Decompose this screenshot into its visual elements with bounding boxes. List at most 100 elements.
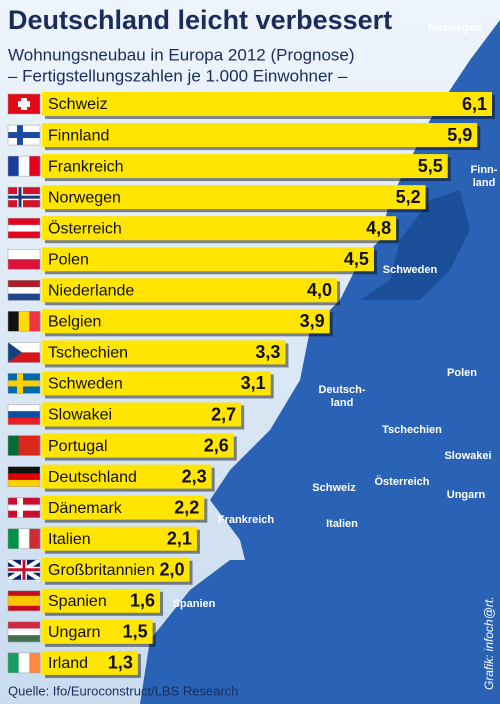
value-label: 3,9 — [300, 311, 325, 331]
map-label: Slowakei — [444, 450, 491, 462]
value-label: 3,3 — [255, 342, 280, 362]
map-sea — [360, 190, 470, 300]
bar — [42, 619, 153, 644]
map-label: Italien — [326, 518, 358, 530]
map-label: Spanien — [173, 598, 216, 610]
chart-subtitle: – Fertigstellungszahlen je 1.000 Einwohn… — [8, 66, 348, 85]
flag — [7, 621, 41, 643]
flag — [7, 217, 41, 239]
flag-part — [8, 504, 40, 511]
flag-border — [7, 124, 41, 146]
flag-part — [8, 352, 40, 363]
flag-part — [8, 605, 40, 612]
category-label: Deutschland — [48, 469, 137, 486]
flag-part — [18, 156, 30, 177]
flag-part — [8, 342, 40, 353]
value-label: 2,3 — [182, 466, 207, 486]
category-label: Niederlande — [48, 283, 134, 300]
flag-part — [8, 195, 40, 199]
flag-part — [8, 635, 40, 643]
map-land — [140, 560, 330, 704]
bar — [42, 433, 234, 458]
flag-border — [7, 186, 41, 208]
flag-border — [7, 497, 41, 518]
bar — [42, 278, 338, 303]
chart-subtitle: Wohnungsneubau in Europa 2012 (Prognose) — [8, 45, 355, 64]
flag — [7, 590, 41, 612]
bar — [42, 92, 492, 116]
flag-border — [7, 217, 41, 239]
map-label: Norwegen — [428, 22, 481, 34]
flag — [6, 558, 42, 582]
flag — [7, 155, 41, 177]
flag-part — [8, 411, 40, 419]
flag-part — [8, 568, 40, 572]
flag-part — [8, 652, 19, 673]
map-label: Finn-land — [471, 164, 498, 189]
bar — [42, 464, 212, 489]
bar — [42, 154, 448, 179]
flag-part — [18, 528, 30, 549]
value-label: 4,5 — [344, 249, 369, 269]
flag-part — [8, 218, 40, 226]
value-label: 2,7 — [211, 404, 236, 424]
category-label: Frankreich — [48, 158, 124, 175]
bar — [42, 216, 397, 241]
credit: Grafik: infoch@rt. — [482, 596, 496, 690]
category-label: Österreich — [48, 219, 122, 237]
flag — [7, 280, 41, 301]
bar — [42, 247, 374, 272]
flag-part — [8, 249, 40, 260]
bar — [42, 371, 271, 396]
category-label: Portugal — [48, 438, 108, 455]
flag — [7, 124, 41, 146]
value-label: 2,0 — [160, 560, 185, 580]
flag-part — [8, 600, 40, 607]
bar — [42, 650, 138, 675]
flag-part — [8, 404, 40, 412]
value-label: 2,1 — [167, 528, 192, 548]
map-label: Polen — [447, 367, 477, 379]
category-label: Irland — [48, 655, 88, 672]
flag-border — [7, 652, 41, 674]
flag-part — [18, 101, 30, 107]
bar — [42, 185, 426, 210]
flag-part — [8, 628, 40, 636]
flag-part — [8, 528, 19, 549]
value-label: 3,1 — [241, 373, 266, 393]
flag-part — [8, 293, 40, 301]
value-label: 4,0 — [307, 280, 332, 300]
value-label: 1,6 — [130, 591, 155, 611]
flag-part — [8, 435, 19, 456]
category-label: Ungarn — [48, 624, 100, 641]
flag-part — [8, 280, 40, 288]
map-label: Tschechien — [382, 424, 442, 436]
map-label: Frankreich — [218, 514, 275, 526]
category-label: Großbritannien — [48, 562, 155, 579]
flag-border — [7, 249, 41, 270]
map-label: Schweden — [383, 264, 438, 276]
flag — [7, 652, 41, 674]
flag — [7, 466, 41, 487]
flag-part — [18, 652, 30, 673]
category-label: Italien — [48, 531, 91, 548]
category-label: Dänemark — [48, 500, 123, 517]
flag-part — [29, 435, 41, 456]
flag-part — [18, 435, 30, 456]
category-label: Belgien — [48, 314, 101, 331]
map-label: Ungarn — [447, 489, 486, 501]
bar — [42, 340, 286, 365]
flag-part — [8, 224, 40, 232]
flag-border — [7, 621, 41, 643]
bar — [42, 557, 190, 582]
category-label: Slowakei — [48, 407, 112, 424]
flag-border — [7, 93, 41, 115]
value-label: 5,9 — [447, 125, 472, 145]
flag-border — [7, 342, 41, 363]
bar — [42, 123, 478, 148]
category-label: Schweden — [48, 376, 123, 393]
value-label: 2,6 — [204, 435, 229, 455]
category-label: Norwegen — [48, 189, 121, 206]
flag — [7, 435, 41, 456]
flag — [7, 342, 41, 363]
